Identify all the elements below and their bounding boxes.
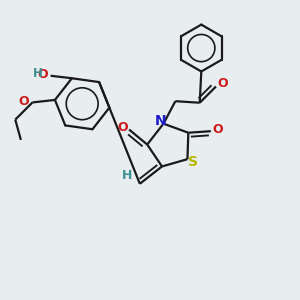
Text: H: H bbox=[33, 68, 42, 80]
Text: O: O bbox=[212, 123, 223, 136]
Text: S: S bbox=[188, 155, 198, 169]
Text: O: O bbox=[38, 68, 48, 81]
Text: O: O bbox=[19, 95, 29, 108]
Text: H: H bbox=[122, 169, 132, 182]
Text: O: O bbox=[118, 121, 128, 134]
Text: O: O bbox=[217, 77, 227, 90]
Text: N: N bbox=[155, 114, 167, 128]
